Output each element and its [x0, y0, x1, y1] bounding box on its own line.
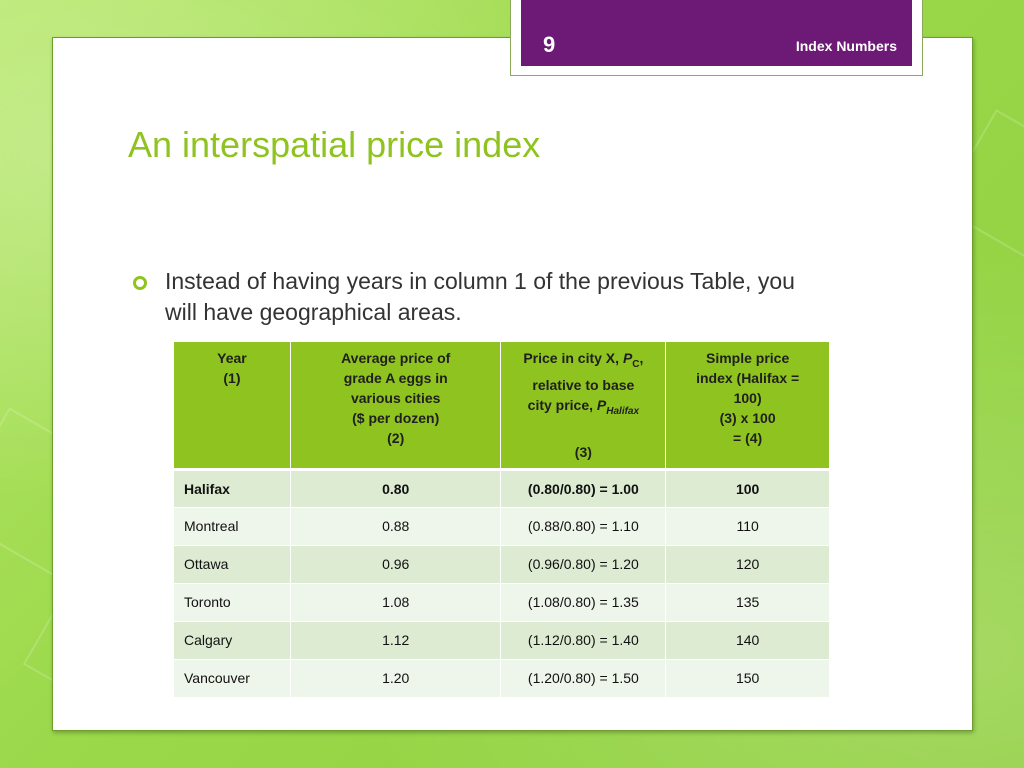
cell-relative: (1.20/0.80) = 1.50 [500, 658, 667, 698]
table-row: Montreal 0.88 (0.88/0.80) = 1.10 110 [173, 506, 830, 546]
table-row: Vancouver 1.20 (1.20/0.80) = 1.50 150 [173, 658, 830, 698]
header-year-label: Year [217, 350, 247, 366]
cell-price: 0.96 [289, 544, 502, 584]
header-text: 100) [733, 390, 762, 406]
header-text: (3) [574, 443, 592, 460]
header-average-price: Average price of grade A eggs in various… [289, 341, 502, 470]
cell-city: Calgary [173, 620, 291, 660]
cell-price: 0.88 [289, 506, 502, 546]
header-text: grade A eggs in [343, 370, 448, 386]
cell-relative: (0.88/0.80) = 1.10 [500, 506, 667, 546]
header-text: various cities [350, 390, 441, 406]
cell-price: 1.20 [289, 658, 502, 698]
slide-header-bar: 9 Index Numbers [521, 0, 912, 66]
table-header-row: Year (1) Average price of grade A eggs i… [173, 341, 830, 470]
slide-footer-title: Index Numbers [795, 38, 897, 54]
cell-price: 1.08 [289, 582, 502, 622]
cell-index: 140 [665, 620, 830, 660]
cell-index: 135 [665, 582, 830, 622]
cell-index: 120 [665, 544, 830, 584]
header-sub: Halifax [606, 405, 640, 417]
slide-number: 9 [543, 32, 556, 57]
table-row: Ottawa 0.96 (0.96/0.80) = 1.20 120 [173, 544, 830, 584]
header-simple-index: Simple price index (Halifax = 100) (3) x… [665, 341, 830, 470]
header-text: index (Halifax = [696, 370, 800, 386]
cell-relative: (1.12/0.80) = 1.40 [500, 620, 667, 660]
header-text: city price, [527, 396, 597, 413]
cell-index: 100 [665, 467, 830, 508]
cell-city: Ottawa [173, 544, 291, 584]
header-text: Average price of [341, 350, 451, 366]
header-relative-price: Price in city X, PC, relative to base ci… [500, 341, 667, 470]
cell-index: 110 [665, 506, 830, 546]
header-text: ($ per dozen) [352, 410, 440, 426]
table-row: Toronto 1.08 (1.08/0.80) = 1.35 135 [173, 582, 830, 622]
cell-relative: (0.96/0.80) = 1.20 [500, 544, 667, 584]
header-text: Simple price [705, 350, 790, 366]
header-text: = (4) [733, 430, 763, 446]
header-text: , [639, 350, 644, 366]
header-year-number: (1) [223, 370, 241, 386]
header-var: P [596, 396, 607, 413]
cell-relative: (1.08/0.80) = 1.35 [500, 582, 667, 622]
table-row: Halifax 0.80 (0.80/0.80) = 1.00 100 [173, 467, 830, 508]
header-year: Year (1) [173, 341, 291, 470]
cell-city: Montreal [173, 506, 291, 546]
circle-bullet-icon [133, 276, 147, 290]
cell-relative: (0.80/0.80) = 1.00 [500, 467, 667, 508]
table-row: Calgary 1.12 (1.12/0.80) = 1.40 140 [173, 620, 830, 660]
cell-price: 1.12 [289, 620, 502, 660]
slide-header-tab: 9 Index Numbers [510, 0, 923, 76]
header-text: Price in city X, [523, 350, 623, 366]
cell-city: Halifax [173, 467, 291, 508]
header-text: (2) [387, 430, 405, 446]
header-text: (3) x 100 [719, 410, 776, 426]
slide-title: An interspatial price index [128, 124, 541, 165]
cell-city: Toronto [173, 582, 291, 622]
cell-city: Vancouver [173, 658, 291, 698]
price-index-table: Year (1) Average price of grade A eggs i… [173, 341, 830, 698]
header-sub: C [632, 358, 640, 370]
cell-index: 150 [665, 658, 830, 698]
header-text: relative to base [532, 376, 635, 393]
header-var: P [622, 350, 633, 366]
bullet-text: Instead of having years in column 1 of t… [165, 268, 795, 325]
cell-price: 0.80 [289, 467, 502, 508]
